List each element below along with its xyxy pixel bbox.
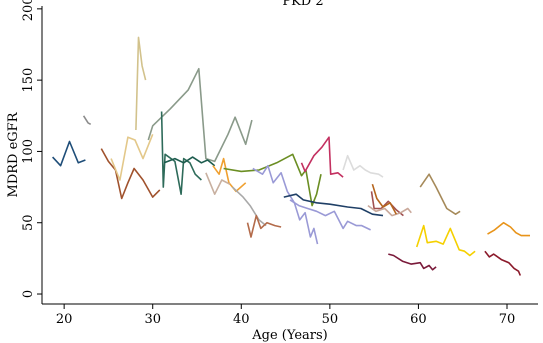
series-line-22	[388, 253, 437, 271]
y-ticks: 0 50 100 150 200	[21, 0, 42, 298]
y-axis-label: MDRD eGFR	[6, 111, 21, 197]
series-line-7	[160, 111, 202, 195]
series-line-13	[252, 164, 319, 245]
series-line-3	[100, 148, 161, 200]
series-line-15	[283, 193, 384, 217]
x-tick-label: 60	[410, 312, 427, 327]
x-tick-label: 40	[233, 312, 250, 327]
series-line-8	[163, 156, 216, 167]
y-tick-label: 100	[21, 139, 36, 164]
series-line-25	[487, 221, 530, 237]
series-line-19	[370, 191, 404, 217]
series-line-12	[231, 186, 267, 227]
series-line-6	[147, 67, 253, 163]
series-line-21	[371, 183, 398, 215]
series-line-17	[300, 136, 344, 178]
x-ticks: 20 30 40 50 60 70	[56, 304, 515, 327]
series-line-23	[419, 173, 461, 215]
series-line-11	[223, 153, 322, 207]
series-line-1	[52, 140, 86, 167]
series-line-5	[135, 36, 147, 131]
y-tick-label: 200	[21, 0, 36, 21]
y-tick-label: 50	[21, 214, 36, 231]
series-line-24	[415, 224, 476, 257]
series-group	[52, 36, 530, 276]
series-line-4	[110, 134, 154, 181]
series-line-18	[342, 154, 384, 178]
series-line-26	[484, 250, 522, 276]
series-line-20	[367, 204, 412, 217]
series-line-10	[205, 172, 231, 195]
x-tick-label: 70	[499, 312, 516, 327]
series-line-9	[212, 157, 247, 193]
x-tick-label: 50	[322, 312, 339, 327]
chart-title: PKD 2	[282, 0, 323, 9]
y-tick-label: 150	[21, 68, 36, 93]
series-line-2	[82, 115, 92, 126]
series-line-14	[246, 214, 282, 238]
x-axis-label: Age (Years)	[251, 328, 327, 343]
x-tick-label: 30	[144, 312, 161, 327]
series-line-16	[289, 199, 371, 231]
x-tick-label: 20	[56, 312, 73, 327]
y-tick-label: 0	[21, 290, 36, 298]
